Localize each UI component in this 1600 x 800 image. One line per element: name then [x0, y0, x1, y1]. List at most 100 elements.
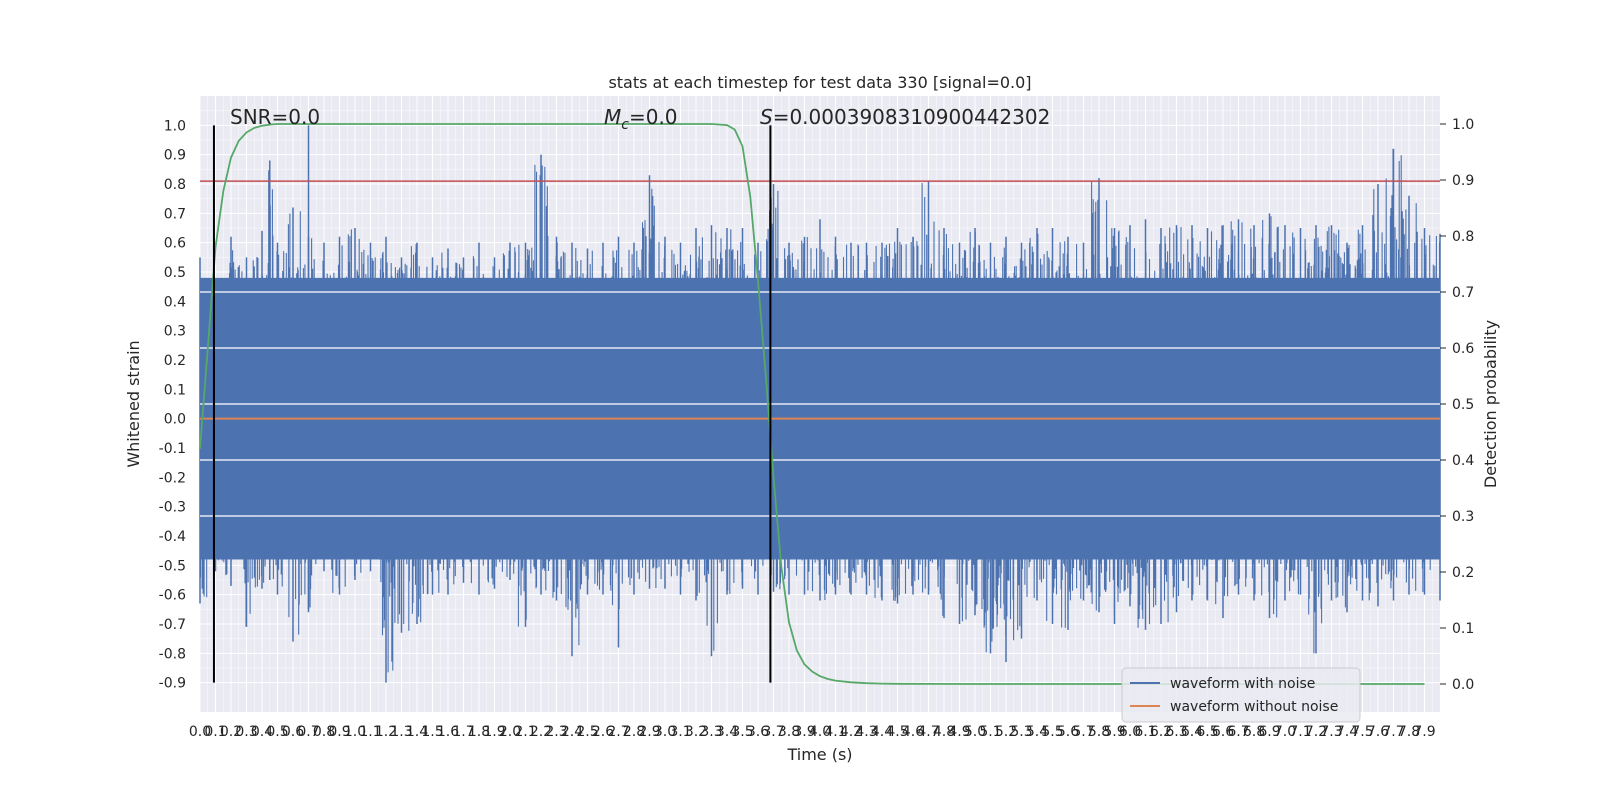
x-tick-label: 7.3	[1320, 724, 1342, 740]
x-tick-label: 7.2	[1305, 724, 1327, 740]
x-tick-label: 4.1	[824, 724, 846, 740]
x-tick-label: 7.6	[1367, 724, 1389, 740]
x-tick-label: 4.4	[871, 724, 893, 740]
y-tick-label: -0.6	[159, 588, 186, 604]
x-tick-label: 3.2	[685, 724, 707, 740]
x-tick-label: 7.9	[1413, 724, 1435, 740]
y2-tick-label: 0.4	[1452, 453, 1474, 469]
y-tick-label: -0.1	[159, 441, 186, 457]
x-tick-label: 7.7	[1382, 724, 1404, 740]
y2-tick-label: 0.3	[1452, 509, 1474, 525]
x-tick-label: 0.6	[282, 724, 304, 740]
y-tick-label: 0.6	[164, 236, 186, 252]
y-tick-label: 1.0	[164, 118, 186, 134]
x-tick-label: 0.5	[266, 724, 288, 740]
y2-tick-label: 0.6	[1452, 341, 1474, 357]
y-tick-label: 0.7	[164, 206, 186, 222]
x-tick-label: 3.4	[716, 724, 738, 740]
x-tick-label: 0.9	[328, 724, 350, 740]
x-tick-label: 1.4	[406, 724, 428, 740]
y-tick-label: 0.8	[164, 177, 186, 193]
x-tick-label: 7.8	[1398, 724, 1420, 740]
secondary-grid	[200, 291, 1440, 517]
x-tick-label: 2.9	[638, 724, 660, 740]
x-tick-label: 3.8	[778, 724, 800, 740]
x-tick-label: 4.7	[917, 724, 939, 740]
y-tick-label: -0.9	[159, 676, 186, 692]
snr-annotation: SNR=0.0	[230, 105, 320, 129]
y2-tick-label: 0.1	[1452, 621, 1474, 637]
x-tick-label: 6.8	[1243, 724, 1265, 740]
x-tick-label: 2.2	[530, 724, 552, 740]
x-tick-label: 1.8	[468, 724, 490, 740]
x-tick-label: 1.2	[375, 724, 397, 740]
x-tick-label: 2.0	[499, 724, 521, 740]
series-detection-probability	[199, 123, 1425, 685]
x-tick-label: 3.3	[700, 724, 722, 740]
x-tick-label: 1.7	[452, 724, 474, 740]
y-tick-label: -0.7	[159, 617, 186, 633]
x-tick-label: 3.5	[731, 724, 753, 740]
y-tick-label: 0.5	[164, 265, 186, 281]
x-tick-label: 0.7	[297, 724, 319, 740]
y-tick-label: -0.2	[159, 470, 186, 486]
x-tick-label: 7.4	[1336, 724, 1358, 740]
y-tick-label: 0.9	[164, 148, 186, 164]
y-tick-label: 0.0	[164, 412, 186, 428]
x-tick-label: 3.6	[747, 724, 769, 740]
chart-title: stats at each timestep for test data 330…	[608, 73, 1031, 92]
chirp-mass-symbol: M	[604, 105, 621, 129]
legend: waveform with noise waveform without noi…	[1121, 667, 1361, 723]
y2-tick-label: 0.5	[1452, 397, 1474, 413]
y2-tick-label: 0.8	[1452, 229, 1474, 245]
x-tick-label: 5.1	[979, 724, 1001, 740]
y2-tick-label: 0.0	[1452, 677, 1474, 693]
y-tick-label: 0.2	[164, 353, 186, 369]
x-tick-label: 5.7	[1072, 724, 1094, 740]
x-tick-label: 5.0	[964, 724, 986, 740]
y2-axis-ticks: 1.0 0.9 0.8 0.7 0.6 0.5 0.4 0.3 0.2 0.1 0.0	[1440, 117, 1474, 693]
x-tick-label: 5.9	[1103, 724, 1125, 740]
x-tick-label: 2.5	[576, 724, 598, 740]
x-tick-label: 6.1	[1134, 724, 1156, 740]
x-tick-label: 6.9	[1258, 724, 1280, 740]
x-axis-label: Time (s)	[786, 745, 852, 764]
x-tick-label: 4.5	[886, 724, 908, 740]
y-tick-label: -0.5	[159, 558, 186, 574]
x-tick-label: 7.5	[1351, 724, 1373, 740]
y2-axis-label: Detection probability	[1481, 320, 1500, 488]
y-tick-label: 0.1	[164, 382, 186, 398]
y-tick-label: 0.3	[164, 324, 186, 340]
x-tick-label: 7.0	[1274, 724, 1296, 740]
x-tick-label: 4.9	[948, 724, 970, 740]
x-tick-label: 6.6	[1212, 724, 1234, 740]
x-axis-ticks: 0.00.10.20.30.40.50.60.70.80.91.01.11.21…	[189, 724, 1436, 740]
x-tick-label: 5.8	[1088, 724, 1110, 740]
x-tick-label: 1.6	[437, 724, 459, 740]
chirp-mass-value: =0.0	[629, 105, 678, 129]
x-tick-label: 5.3	[1010, 724, 1032, 740]
x-tick-label: 5.2	[995, 724, 1017, 740]
legend-box	[1121, 667, 1361, 723]
legend-label-noise: waveform with noise	[1170, 676, 1315, 692]
x-tick-label: 0.2	[220, 724, 242, 740]
x-tick-label: 0.3	[235, 724, 257, 740]
x-tick-label: 2.1	[514, 724, 536, 740]
x-tick-label: 3.9	[793, 724, 815, 740]
x-tick-label: 4.3	[855, 724, 877, 740]
x-tick-label: 6.0	[1119, 724, 1141, 740]
y-axis-label: Whitened strain	[124, 340, 143, 467]
x-tick-label: 6.4	[1181, 724, 1203, 740]
x-tick-label: 4.2	[840, 724, 862, 740]
x-tick-label: 6.7	[1227, 724, 1249, 740]
y2-tick-label: 1.0	[1452, 117, 1474, 133]
x-tick-label: 1.9	[483, 724, 505, 740]
x-tick-label: 2.8	[623, 724, 645, 740]
y-tick-label: -0.8	[159, 646, 186, 662]
x-tick-label: 0.1	[204, 724, 226, 740]
x-tick-label: 2.4	[561, 724, 583, 740]
y-axis-ticks: 1.0 0.9 0.8 0.7 0.6 0.5 0.4 0.3 0.2 0.1 0.0 -0.1 -0.…	[159, 118, 186, 691]
x-tick-label: 4.8	[933, 724, 955, 740]
x-tick-label: 5.4	[1026, 724, 1048, 740]
y2-tick-label: 0.9	[1452, 173, 1474, 189]
